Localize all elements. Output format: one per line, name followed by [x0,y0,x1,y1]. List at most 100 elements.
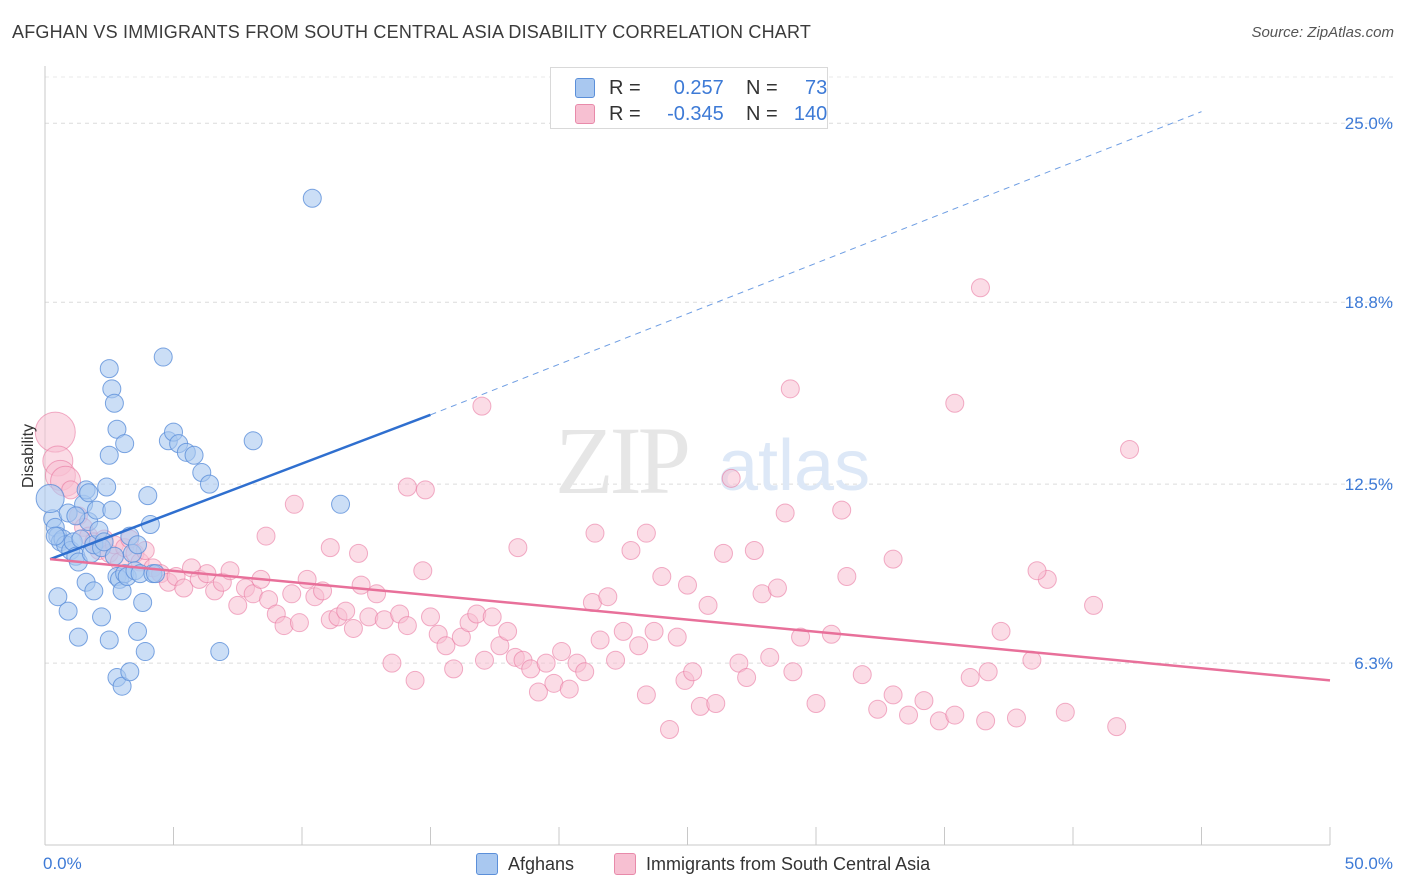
legend-swatch-afghans [575,78,595,98]
afghans-point [331,494,351,514]
immigrants-point [415,480,435,500]
immigrants-point [382,653,402,673]
immigrants-point [474,650,494,670]
afghans-point [115,434,135,454]
immigrants-point [683,662,703,682]
immigrants-point [482,607,502,627]
immigrants-point [1084,595,1104,615]
immigrants-point [899,705,919,725]
immigrants-point [783,662,803,682]
immigrants-point [613,621,633,641]
immigrants-point [832,500,852,520]
afghans-point [48,587,68,607]
immigrants-point [528,682,548,702]
immigrants-point [698,595,718,615]
immigrants-point [667,627,687,647]
immigrants-point [660,720,680,740]
immigrants-point [575,662,595,682]
immigrants-point [282,584,302,604]
immigrants-point [498,621,518,641]
legend-swatch-afghans [476,853,498,875]
y-tick-label: 6.3% [1354,654,1393,673]
immigrants-point [343,618,363,638]
immigrants-point [713,543,733,563]
immigrants-point [636,523,656,543]
immigrants-point [706,694,726,714]
x-tick-label: 0.0% [43,854,82,873]
immigrants-point [349,543,369,563]
immigrants-point [367,584,387,604]
legend-r-label: R = [609,77,641,99]
afghans-point [128,535,148,555]
immigrants-point [1107,717,1127,737]
y-tick-label: 18.8% [1345,293,1393,312]
legend-label-afghans: Afghans [508,854,575,874]
immigrants-point [883,549,903,569]
watermark-zip: ZIP [555,407,688,514]
afghans-trend-extension [430,111,1202,416]
immigrants-point [636,685,656,705]
legend-n-label: N = [746,77,778,99]
immigrants-point [1120,439,1140,459]
immigrants-point [1006,708,1026,728]
immigrants-point [621,541,641,561]
immigrants-point [629,636,649,656]
afghans-point [66,506,86,526]
legend-n-value: 140 [793,103,828,125]
immigrants-point [320,538,340,558]
immigrants-point [289,613,309,633]
afghans-point [243,431,263,451]
afghans-point [99,445,119,465]
immigrants-point [960,668,980,688]
afghans-point [79,483,99,503]
afghans-points [35,188,351,696]
legend-r-value: 0.257 [673,77,724,99]
legend-swatch-immigrants [614,853,636,875]
immigrants-point [559,679,579,699]
grid-lines [45,76,1395,664]
immigrants-point [467,604,487,624]
y-tick-label: 25.0% [1345,114,1393,133]
x-tick-label: 50.0% [1345,854,1393,873]
immigrants-point [852,665,872,685]
afghans-point [128,621,148,641]
immigrants-point [780,379,800,399]
legend-r-value: -0.345 [667,103,724,125]
immigrants-point [590,630,610,650]
afghans-point [120,662,140,682]
legend-swatch-immigrants [575,104,595,124]
afghans-point [58,601,78,621]
immigrants-point [297,569,317,589]
immigrants-point [436,636,456,656]
afghans-point [45,526,65,546]
immigrants-point [775,503,795,523]
afghans-point [153,347,173,367]
afghans-point [35,484,65,514]
immigrants-point [760,647,780,667]
legend-label-immigrants: Immigrants from South Central Asia [646,854,931,874]
immigrants-point [472,396,492,416]
immigrants-point [883,685,903,705]
source-label: Source: ZipAtlas.com [1251,24,1394,41]
immigrants-point [914,691,934,711]
immigrants-point [744,541,764,561]
legend-r-label: R = [609,103,641,125]
immigrants-point [508,538,528,558]
immigrants-point [397,616,417,636]
immigrants-trend-line [50,557,1331,682]
immigrants-point [421,607,440,627]
immigrants-point [359,607,379,627]
chart-title: AFGHAN VS IMMIGRANTS FROM SOUTH CENTRAL … [12,22,812,42]
legend-n-label: N = [746,103,778,125]
axes [44,66,1331,846]
immigrants-point [737,668,757,688]
immigrants-point [868,699,888,719]
legend-n-value: 73 [805,77,828,99]
y-tick-label: 12.5% [1345,475,1393,494]
afghans-point [199,474,219,494]
afghans-point [84,581,104,601]
immigrants-point [678,575,697,595]
afghans-point [99,630,119,650]
immigrants-point [767,578,787,598]
watermark: ZIP atlas [555,407,870,514]
